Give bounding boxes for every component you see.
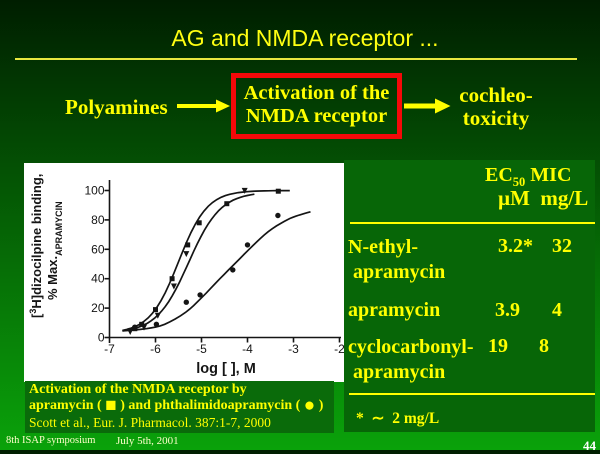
svg-text:-5: -5 [196, 342, 207, 356]
svg-text:-7: -7 [104, 342, 115, 356]
svg-text:log [ ], M: log [ ], M [196, 361, 256, 377]
svg-text:-3: -3 [288, 342, 299, 356]
svg-text:80: 80 [91, 213, 105, 227]
svg-text:100: 100 [84, 184, 104, 198]
svg-text:[3H]dizocilpine binding,: [3H]dizocilpine binding, [28, 174, 44, 318]
svg-text:40: 40 [91, 272, 105, 286]
svg-text:-2: -2 [334, 342, 344, 356]
svg-text:0: 0 [98, 331, 105, 345]
svg-text:-4: -4 [242, 342, 253, 356]
svg-text:% Max.APRAMYCIN: % Max.APRAMYCIN [45, 201, 64, 300]
svg-text:60: 60 [91, 242, 105, 256]
svg-text:20: 20 [91, 301, 105, 315]
svg-text:-6: -6 [150, 342, 161, 356]
